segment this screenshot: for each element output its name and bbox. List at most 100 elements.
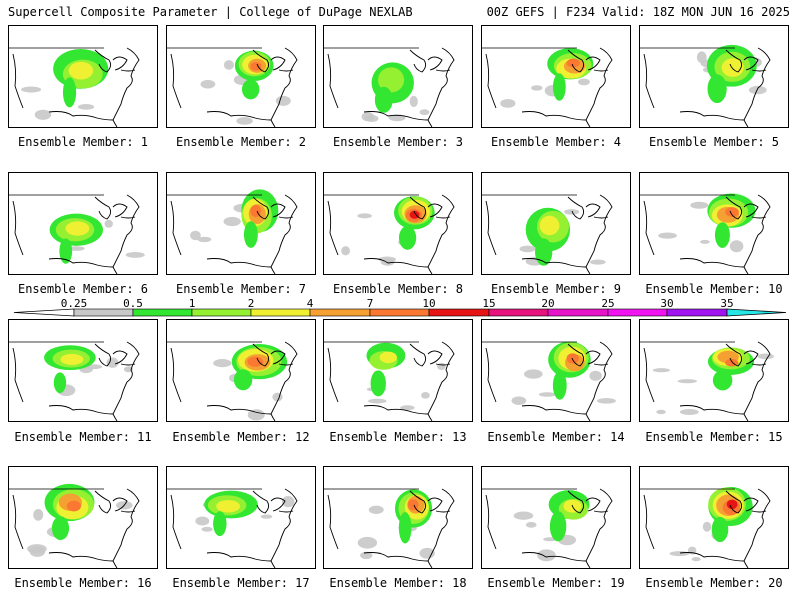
legend-arrow-low — [13, 308, 75, 317]
map-outline — [427, 488, 455, 562]
ensemble-member-label: Ensemble Member: 19 — [487, 576, 625, 590]
map-outline — [743, 266, 749, 274]
scp-contour-area — [197, 236, 212, 243]
map-outline — [427, 266, 433, 274]
map-outline — [112, 194, 140, 268]
map-outline — [725, 490, 767, 514]
ensemble-member-label: Ensemble Member: 9 — [490, 282, 622, 296]
legend-tick-label: 7 — [367, 297, 374, 310]
scp-contour-area — [707, 74, 727, 104]
legend-tick-label: 20 — [541, 297, 554, 310]
scp-contour-area — [525, 521, 537, 528]
scp-contour-area — [241, 79, 260, 100]
scp-contour-area — [357, 536, 378, 549]
map-outline — [521, 552, 587, 562]
map-outline — [485, 494, 497, 550]
scp-contour-area — [679, 408, 699, 415]
map-outline — [427, 47, 455, 121]
legend-tick-label: 25 — [601, 297, 614, 310]
scp-contour-area — [690, 201, 709, 209]
legend-tick-label: 15 — [482, 297, 495, 310]
legend-color-segment — [369, 308, 430, 317]
scp-contour-area — [500, 98, 516, 108]
scp-contour-area — [21, 86, 42, 93]
scp-contour-area — [658, 232, 677, 239]
scp-contour-area — [223, 216, 241, 227]
ensemble-member-map-9 — [481, 172, 631, 275]
scp-contour-area — [577, 78, 590, 86]
map-outline — [363, 258, 429, 268]
scp-contour-area — [519, 245, 536, 253]
map-outline — [679, 111, 745, 121]
scp-contour-area — [696, 51, 707, 64]
scp-contour-area — [195, 516, 210, 526]
scp-contour-area — [421, 392, 430, 399]
scp-contour-area — [757, 353, 774, 360]
map-outline — [725, 49, 767, 73]
map-outline — [585, 413, 591, 421]
legend-tick-label: 1 — [189, 297, 196, 310]
ensemble-member-label: Ensemble Member: 14 — [487, 430, 625, 444]
scp-contour-area — [201, 526, 213, 532]
map-outline — [112, 488, 140, 562]
map-outline — [112, 341, 140, 415]
map-outline — [567, 49, 609, 73]
scp-contour-area — [711, 516, 729, 543]
legend-color-segment — [547, 308, 609, 317]
map-outline — [112, 266, 118, 274]
scp-contour-area — [511, 396, 527, 405]
map-outline — [643, 53, 655, 109]
ensemble-member-map-7 — [166, 172, 316, 275]
ensemble-member-label: Ensemble Member: 3 — [332, 135, 464, 149]
map-outline — [743, 413, 749, 421]
scp-contour-area — [398, 512, 412, 544]
legend-color-segment — [607, 308, 668, 317]
legend-tick-label: 0.5 — [123, 297, 143, 310]
map-outline — [521, 405, 587, 415]
map-outline — [585, 488, 613, 562]
scp-contour-area — [65, 221, 90, 236]
ensemble-member-map-14 — [481, 319, 631, 422]
map-outline — [743, 560, 749, 568]
map-outline — [679, 552, 745, 562]
ensemble-member-map-20 — [639, 466, 789, 569]
map-outline — [327, 494, 339, 550]
map-outline — [409, 343, 451, 367]
scp-contour-area — [677, 379, 698, 384]
scp-contour-area — [669, 551, 690, 557]
legend-color-segment — [666, 308, 728, 317]
map-outline — [521, 111, 587, 121]
scp-contour-area — [552, 371, 567, 400]
ensemble-member-label: Ensemble Member: 11 — [14, 430, 152, 444]
map-outline — [409, 490, 451, 514]
legend-color-segment — [132, 308, 193, 317]
map-outline — [206, 405, 272, 415]
scp-contour-area — [652, 368, 671, 373]
ensemble-member-label: Ensemble Member: 17 — [172, 576, 310, 590]
scp-contour-area — [712, 370, 733, 391]
map-outline — [585, 47, 613, 121]
map-outline — [94, 343, 136, 367]
scp-contour-area — [357, 213, 372, 219]
legend-tick-label: 35 — [720, 297, 733, 310]
legend-color-segment — [73, 308, 134, 317]
ensemble-member-map-15 — [639, 319, 789, 422]
ensemble-member-label: Ensemble Member: 1 — [17, 135, 149, 149]
map-outline — [252, 490, 294, 514]
map-outline — [743, 119, 749, 127]
map-outline — [270, 266, 276, 274]
ensemble-member-label: Ensemble Member: 6 — [17, 282, 149, 296]
legend-color-segment — [309, 308, 371, 317]
map-outline — [643, 347, 655, 403]
map-outline — [427, 119, 433, 127]
map-outline — [206, 258, 272, 268]
map-outline — [170, 494, 182, 550]
legend-tick-label: 10 — [422, 297, 435, 310]
map-outline — [170, 347, 182, 403]
map-outline — [48, 405, 114, 415]
legend-color-segment — [428, 308, 490, 317]
scp-contour-area — [513, 511, 534, 520]
scp-contour-area — [702, 521, 712, 532]
map-outline — [427, 194, 455, 268]
scp-contour-area — [190, 230, 201, 241]
